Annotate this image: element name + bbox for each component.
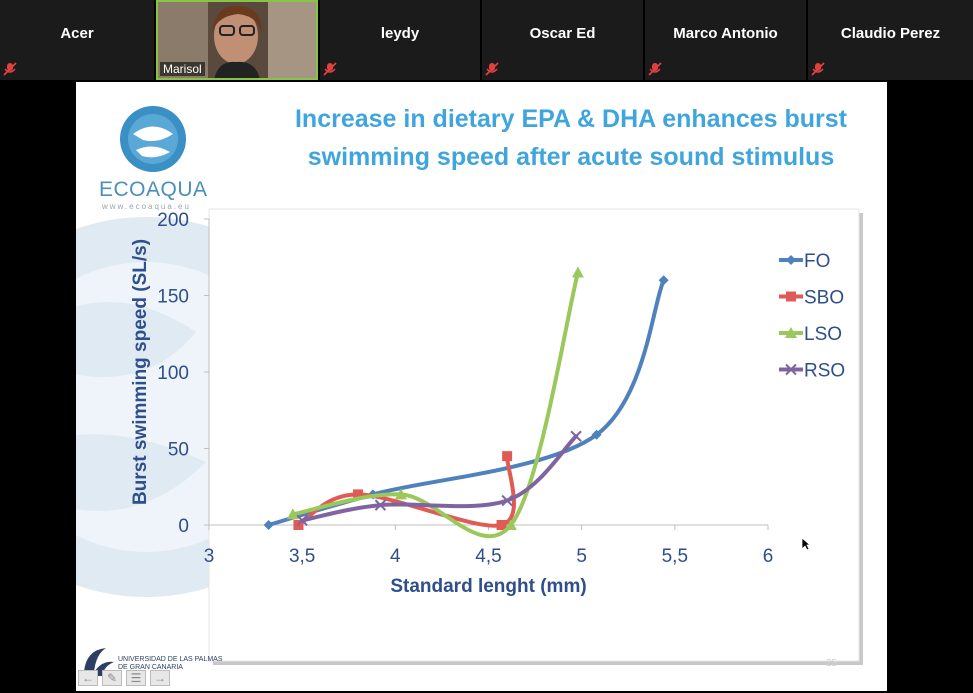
participant-video-feed — [158, 2, 316, 78]
data-point-sbo — [502, 451, 513, 462]
series-line-rso — [300, 434, 579, 523]
chart-frame — [208, 208, 860, 662]
y-tick-label: 200 — [157, 210, 189, 231]
participant-name: Marco Antonio — [673, 25, 778, 42]
pen-tool-icon[interactable]: ✎ — [102, 670, 122, 686]
participant-name: Claudio Perez — [840, 25, 941, 42]
ecoaqua-logo — [120, 106, 186, 172]
data-point-fo — [591, 429, 602, 440]
y-tick-label: 100 — [157, 363, 189, 384]
participant-name: leydy — [380, 25, 420, 42]
university-name-line: DE GRAN CANARIA — [118, 664, 183, 671]
x-tick-label: 6 — [763, 546, 774, 567]
previous-slide-arrow-icon[interactable]: ← — [78, 670, 98, 686]
shared-slide: ECOAQUA www.ecoaqua.eu Increase in dieta… — [76, 82, 887, 691]
x-tick-label: 5 — [576, 546, 587, 567]
participant-name: Marisol — [160, 62, 205, 76]
ecoaqua-wordmark: ECOAQUA — [99, 178, 208, 201]
slide-navigation: ← ✎ ☰ → — [78, 670, 170, 688]
data-point-sbo — [353, 489, 364, 500]
series-line-lso — [290, 270, 580, 539]
legend-label-rso: RSO — [804, 361, 845, 382]
x-tick-label: 3 — [204, 546, 215, 567]
data-point-lso — [504, 519, 517, 530]
participant-name: Acer — [60, 25, 94, 42]
x-tick-label: 4 — [390, 546, 401, 567]
x-tick-label: 3,5 — [289, 546, 315, 567]
data-point-sbo — [496, 520, 507, 530]
slide-menu-icon[interactable]: ☰ — [126, 670, 146, 686]
x-axis-label: Standard lenght (mm) — [390, 576, 586, 597]
data-point-lso — [571, 266, 584, 278]
muted-mic-icon — [648, 62, 662, 76]
participant-tile[interactable]: Acer — [0, 0, 154, 80]
muted-mic-icon — [485, 62, 499, 76]
participant-name: Oscar Ed — [529, 25, 596, 42]
legend-label-lso: LSO — [804, 324, 842, 345]
y-tick-label: 50 — [168, 440, 189, 461]
next-slide-arrow-icon[interactable]: → — [150, 670, 170, 686]
y-tick-label: 0 — [178, 516, 189, 537]
participant-strip: Acer Marisol leydy Oscar Ed M — [0, 0, 973, 80]
y-axis-label: Burst swimming speed (SL/s) — [130, 239, 151, 505]
legend-marker-sbo — [786, 291, 796, 302]
data-point-rso — [296, 514, 308, 527]
participant-tile[interactable]: leydy — [320, 0, 480, 80]
data-point-rso — [374, 499, 387, 511]
muted-mic-icon — [811, 62, 825, 76]
participant-tile[interactable]: Oscar Ed — [482, 0, 643, 80]
participant-tile[interactable]: Claudio Perez — [808, 0, 973, 80]
x-tick-label: 5,5 — [662, 546, 688, 567]
legend-marker-fo — [786, 255, 796, 265]
university-name: UNIVERSIDAD DE LAS PALMAS DE GRAN CANARI… — [118, 656, 223, 672]
ecoaqua-url: www.ecoaqua.eu — [102, 202, 191, 211]
data-point-fo — [263, 520, 274, 530]
data-point-fo — [658, 275, 669, 286]
slide-title: Increase in dietary EPA & DHA enhances b… — [294, 105, 848, 171]
x-tick-label: 4,5 — [475, 546, 501, 567]
muted-mic-icon — [3, 62, 17, 76]
university-name-line: UNIVERSIDAD DE LAS PALMAS — [118, 656, 223, 663]
y-tick-label: 150 — [157, 287, 189, 308]
legend-marker-lso — [785, 327, 797, 338]
muted-mic-icon — [323, 62, 337, 76]
data-point-rso — [570, 430, 582, 442]
line-chart: 0 50 100 150 200 3 3,5 4 4,5 5 5,5 6 Standard lenght… — [130, 208, 863, 665]
data-point-rso — [501, 494, 513, 507]
participant-tile[interactable]: Marco Antonio — [645, 0, 806, 80]
data-point-lso — [394, 488, 407, 500]
participant-video-tile[interactable]: Marisol — [156, 0, 318, 80]
legend-label-fo: FO — [804, 251, 830, 272]
slide-page-number: 25 — [825, 658, 837, 669]
mouse-cursor-icon — [801, 537, 811, 551]
legend-marker-rso — [785, 363, 797, 376]
data-point-lso — [286, 508, 299, 520]
legend-label-sbo: SBO — [804, 288, 844, 309]
